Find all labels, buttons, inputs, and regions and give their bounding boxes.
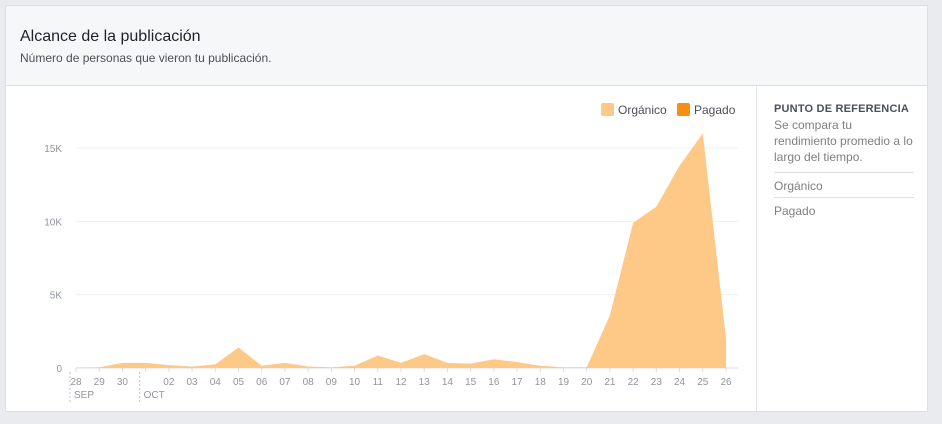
x-tick-label: 13 bbox=[419, 377, 431, 388]
month-label: SEP bbox=[74, 390, 94, 401]
x-tick-label: 09 bbox=[326, 377, 338, 388]
y-tick-label: 0 bbox=[56, 364, 62, 375]
chart-areas bbox=[76, 133, 726, 368]
legend-item-organic[interactable]: Orgánico bbox=[601, 103, 667, 117]
benchmark-panel: PUNTO DE REFERENCIA Se compara tu rendim… bbox=[756, 86, 928, 412]
x-tick-label: 07 bbox=[279, 377, 291, 388]
x-tick-label: 16 bbox=[488, 377, 500, 388]
x-tick-label: 15 bbox=[465, 377, 477, 388]
x-tick-label: 05 bbox=[233, 377, 245, 388]
x-axis-ticks: 28 29 30 02 03 04 05 06 07 08 09 10 11 12 13 14 15 16 17 18… bbox=[69, 368, 732, 402]
legend-label-paid: Pagado bbox=[694, 103, 736, 117]
benchmark-description: Se compara tu rendimiento promedio a lo … bbox=[774, 118, 913, 164]
card-header: Alcance de la publicación Número de pers… bbox=[6, 6, 927, 86]
x-tick-label: 21 bbox=[604, 377, 616, 388]
x-tick-label: 20 bbox=[581, 377, 593, 388]
x-tick-label: 14 bbox=[442, 377, 454, 388]
y-axis-ticks: 0 5K 10K 15K bbox=[44, 144, 62, 375]
x-tick-label: 11 bbox=[373, 377, 384, 388]
benchmark-item-organic[interactable]: Orgánico bbox=[774, 172, 914, 198]
reach-chart: 0 5K 10K 15K 28 29 30 02 03 04 05 06 07 08 09 10 11 12 13… bbox=[6, 86, 756, 412]
x-tick-label: 06 bbox=[256, 377, 268, 388]
x-tick-label: 19 bbox=[558, 377, 570, 388]
card-subtitle: Número de personas que vieron tu publica… bbox=[20, 51, 272, 65]
legend-swatch-paid bbox=[677, 103, 690, 116]
post-reach-card: Alcance de la publicación Número de pers… bbox=[5, 5, 928, 412]
month-label: OCT bbox=[144, 390, 165, 401]
x-tick-label: 04 bbox=[210, 377, 222, 388]
y-tick-label: 15K bbox=[44, 144, 62, 155]
x-tick-label: 28 bbox=[70, 377, 82, 388]
series-area-organic[interactable] bbox=[76, 133, 726, 368]
x-tick-label: 18 bbox=[535, 377, 547, 388]
x-tick-label: 03 bbox=[187, 377, 199, 388]
y-tick-label: 5K bbox=[50, 291, 63, 302]
x-tick-label: 29 bbox=[94, 377, 106, 388]
x-tick-label: 25 bbox=[697, 377, 709, 388]
x-tick-label: 23 bbox=[651, 377, 663, 388]
benchmark-item-paid[interactable]: Pagado bbox=[774, 197, 914, 223]
x-tick-label: 30 bbox=[117, 377, 129, 388]
x-tick-label: 12 bbox=[395, 377, 407, 388]
legend-swatch-organic bbox=[601, 103, 614, 116]
x-tick-label: 10 bbox=[349, 377, 361, 388]
card-title: Alcance de la publicación bbox=[20, 28, 201, 45]
x-tick-label: 02 bbox=[163, 377, 175, 388]
benchmark-title: PUNTO DE REFERENCIA bbox=[774, 103, 909, 115]
x-tick-label: 24 bbox=[674, 377, 686, 388]
x-tick-label: 08 bbox=[303, 377, 315, 388]
chart-legend: Orgánico Pagado bbox=[601, 103, 736, 117]
x-tick-label: 17 bbox=[512, 377, 524, 388]
x-tick-label: 26 bbox=[720, 377, 732, 388]
x-tick-label: 22 bbox=[628, 377, 640, 388]
reach-chart-svg: 0 5K 10K 15K 28 29 30 02 03 04 05 06 07 08 09 10 11 12 13… bbox=[44, 103, 738, 402]
legend-item-paid[interactable]: Pagado bbox=[677, 103, 736, 117]
legend-label-organic: Orgánico bbox=[618, 103, 667, 117]
y-tick-label: 10K bbox=[44, 217, 62, 228]
